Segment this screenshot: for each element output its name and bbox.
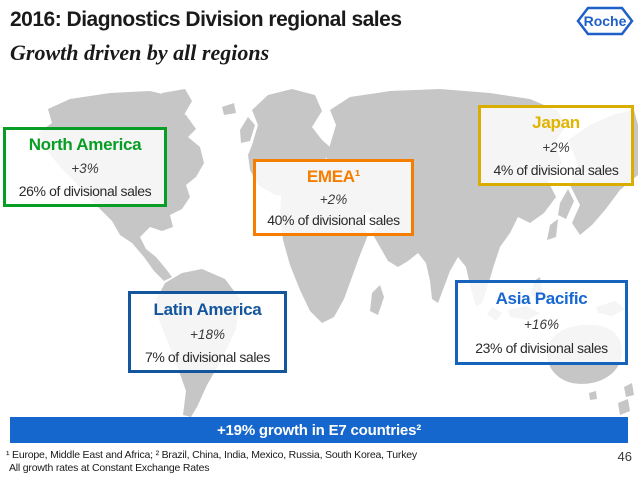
footnote-line-2: All growth rates at Constant Exchange Ra… xyxy=(9,461,210,474)
island-madagascar xyxy=(370,285,384,315)
region-share: 4% of divisional sales xyxy=(493,161,619,178)
island-iceland xyxy=(222,103,236,115)
region-box-asia-pacific: Asia Pacific +16% 23% of divisional sale… xyxy=(455,280,628,365)
island-new-zealand-south xyxy=(618,399,630,415)
footnote-line-1: ¹ Europe, Middle East and Africa; ² Braz… xyxy=(6,449,417,461)
region-growth: +16% xyxy=(524,317,559,332)
region-growth: +18% xyxy=(190,326,225,342)
slide-title: 2016: Diagnostics Division regional sale… xyxy=(10,8,402,31)
region-box-japan: Japan +2% 4% of divisional sales xyxy=(478,105,634,186)
page-number: 46 xyxy=(617,449,632,464)
region-name: EMEA¹ xyxy=(306,166,361,186)
region-name: Japan xyxy=(532,113,580,133)
region-box-emea: EMEA¹ +2% 40% of divisional sales xyxy=(253,159,414,236)
region-name: North America xyxy=(28,135,142,155)
island-britain xyxy=(240,117,255,143)
region-growth: +2% xyxy=(542,139,570,155)
roche-logo-icon: Roche xyxy=(576,6,634,36)
e7-growth-banner: +19% growth in E7 countries² xyxy=(10,417,628,443)
footnotes: ¹ Europe, Middle East and Africa; ² Braz… xyxy=(6,449,566,474)
region-share: 40% of divisional sales xyxy=(267,212,400,229)
region-name: Asia Pacific xyxy=(495,289,588,308)
island-new-zealand-north xyxy=(624,383,634,397)
region-name: Latin America xyxy=(153,299,262,319)
region-share: 23% of divisional sales xyxy=(475,340,608,356)
slide-subtitle: Growth driven by all regions xyxy=(10,40,270,65)
region-share: 7% of divisional sales xyxy=(144,348,271,365)
island-greenland xyxy=(158,89,192,119)
island-tasmania xyxy=(589,391,597,400)
region-growth: +2% xyxy=(319,191,348,207)
region-growth: +3% xyxy=(71,161,99,177)
island-japan-honshu xyxy=(558,189,574,219)
island-japan-kyushu xyxy=(547,219,558,240)
roche-logo-text: Roche xyxy=(584,13,627,29)
region-box-latin-america: Latin America +18% 7% of divisional sale… xyxy=(128,291,287,373)
region-box-north-america: North America +3% 26% of divisional sale… xyxy=(3,127,167,207)
region-share: 26% of divisional sales xyxy=(18,182,152,199)
roche-logo: Roche xyxy=(576,5,634,42)
